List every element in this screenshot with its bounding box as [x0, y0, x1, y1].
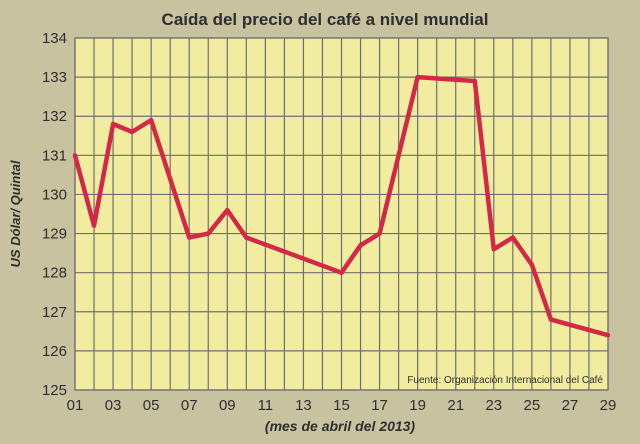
y-tick-label: 127 [42, 304, 67, 321]
y-tick-label: 129 [42, 226, 67, 243]
y-tick-label: 132 [42, 108, 67, 125]
data-point [606, 333, 610, 338]
x-axis-label: (mes de abril del 2013) [265, 418, 416, 434]
x-tick-label: 13 [295, 397, 312, 414]
data-point [244, 235, 249, 240]
y-tick-label: 133 [42, 69, 67, 86]
data-point [73, 153, 77, 158]
series-layer [72, 74, 611, 338]
plot-border [74, 37, 609, 391]
data-point [225, 208, 230, 213]
x-axis-ticks: 01 03 05 07 09 11 13 15 17 19 21 23 25 27 29 [67, 397, 617, 414]
x-tick-label: 09 [219, 397, 236, 414]
y-tick-label: 131 [42, 147, 67, 164]
y-tick-label: 126 [42, 343, 67, 360]
x-tick-label: 15 [333, 397, 350, 414]
data-point [187, 235, 192, 240]
x-tick-label: 17 [371, 397, 388, 414]
y-tick-label: 128 [42, 265, 67, 282]
x-tick-label: 19 [409, 397, 426, 414]
x-tick-label: 03 [105, 397, 122, 414]
x-tick-label: 23 [485, 397, 502, 414]
data-point [339, 270, 344, 275]
data-point [415, 75, 420, 80]
x-tick-label: 29 [600, 397, 617, 414]
x-tick-label: 11 [258, 397, 274, 414]
x-tick-label: 01 [67, 397, 84, 414]
data-point [548, 317, 553, 322]
data-point [510, 235, 515, 240]
data-point [377, 231, 382, 236]
data-point [206, 231, 211, 236]
x-tick-label: 25 [524, 397, 541, 414]
data-point [149, 118, 154, 123]
data-point [130, 129, 135, 134]
y-tick-label: 130 [42, 186, 67, 203]
x-tick-label: 05 [143, 397, 160, 414]
data-point [529, 262, 534, 267]
data-point [92, 223, 97, 228]
y-axis-label: US Dólar/ Quintal [8, 160, 23, 267]
data-point [358, 243, 363, 248]
data-point [472, 79, 477, 84]
x-tick-label: 27 [562, 397, 579, 414]
y-axis-ticks: 125 126 127 128 129 130 131 132 133 134 [42, 30, 67, 399]
x-tick-label: 07 [181, 397, 198, 414]
data-point [111, 122, 116, 127]
y-tick-label: 134 [42, 30, 67, 47]
x-tick-label: 21 [447, 397, 464, 414]
data-point [491, 247, 496, 252]
source-note: Fuente: Organización Internacional del C… [407, 375, 603, 386]
y-tick-label: 125 [42, 382, 67, 399]
chart-title: Caída del precio del café a nivel mundia… [162, 10, 489, 29]
